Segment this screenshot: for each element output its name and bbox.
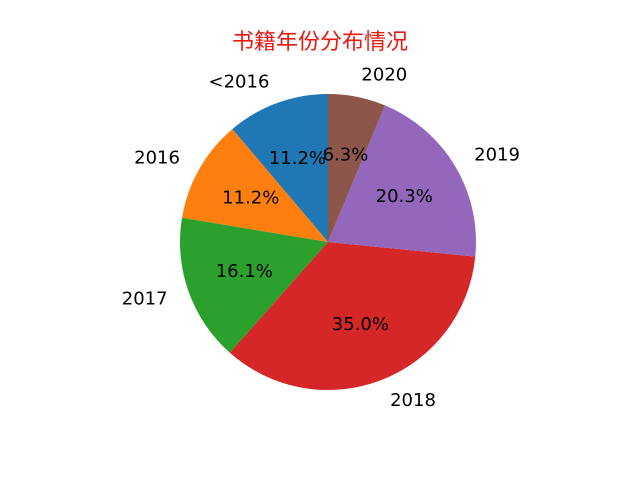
pie-slice-2017 xyxy=(180,217,328,353)
slice-percent-label: 20.3% xyxy=(376,186,433,207)
slice-category-label: 2019 xyxy=(474,144,520,165)
pie-slice-2018 xyxy=(229,242,476,391)
pie-slice-2016 xyxy=(182,129,328,242)
slice-percent-label: 16.1% xyxy=(216,261,273,282)
slice-percent-label: 6.3% xyxy=(323,144,369,165)
labels-layer: 11.2% <2016 11.2% 2016 16.1% 2017 35.0% 2018 20.… xyxy=(122,65,520,411)
pie-slice-2019 xyxy=(328,105,477,257)
slice-percent-label: 11.2% xyxy=(222,188,279,209)
pie-slice-2020 xyxy=(328,94,386,242)
pie-slice-lt2016 xyxy=(232,94,328,242)
slice-category-label: 2017 xyxy=(122,288,168,309)
slice-percent-label: 35.0% xyxy=(332,314,389,335)
slice-category-label: 2016 xyxy=(134,147,180,168)
slice-category-label: <2016 xyxy=(209,72,270,93)
slice-category-label: 2020 xyxy=(361,65,407,86)
chart-title: 书籍年份分布情况 xyxy=(231,30,408,55)
slice-percent-label: 11.2% xyxy=(269,148,326,169)
slices-layer xyxy=(180,94,477,391)
slice-category-label: 2018 xyxy=(390,390,436,411)
